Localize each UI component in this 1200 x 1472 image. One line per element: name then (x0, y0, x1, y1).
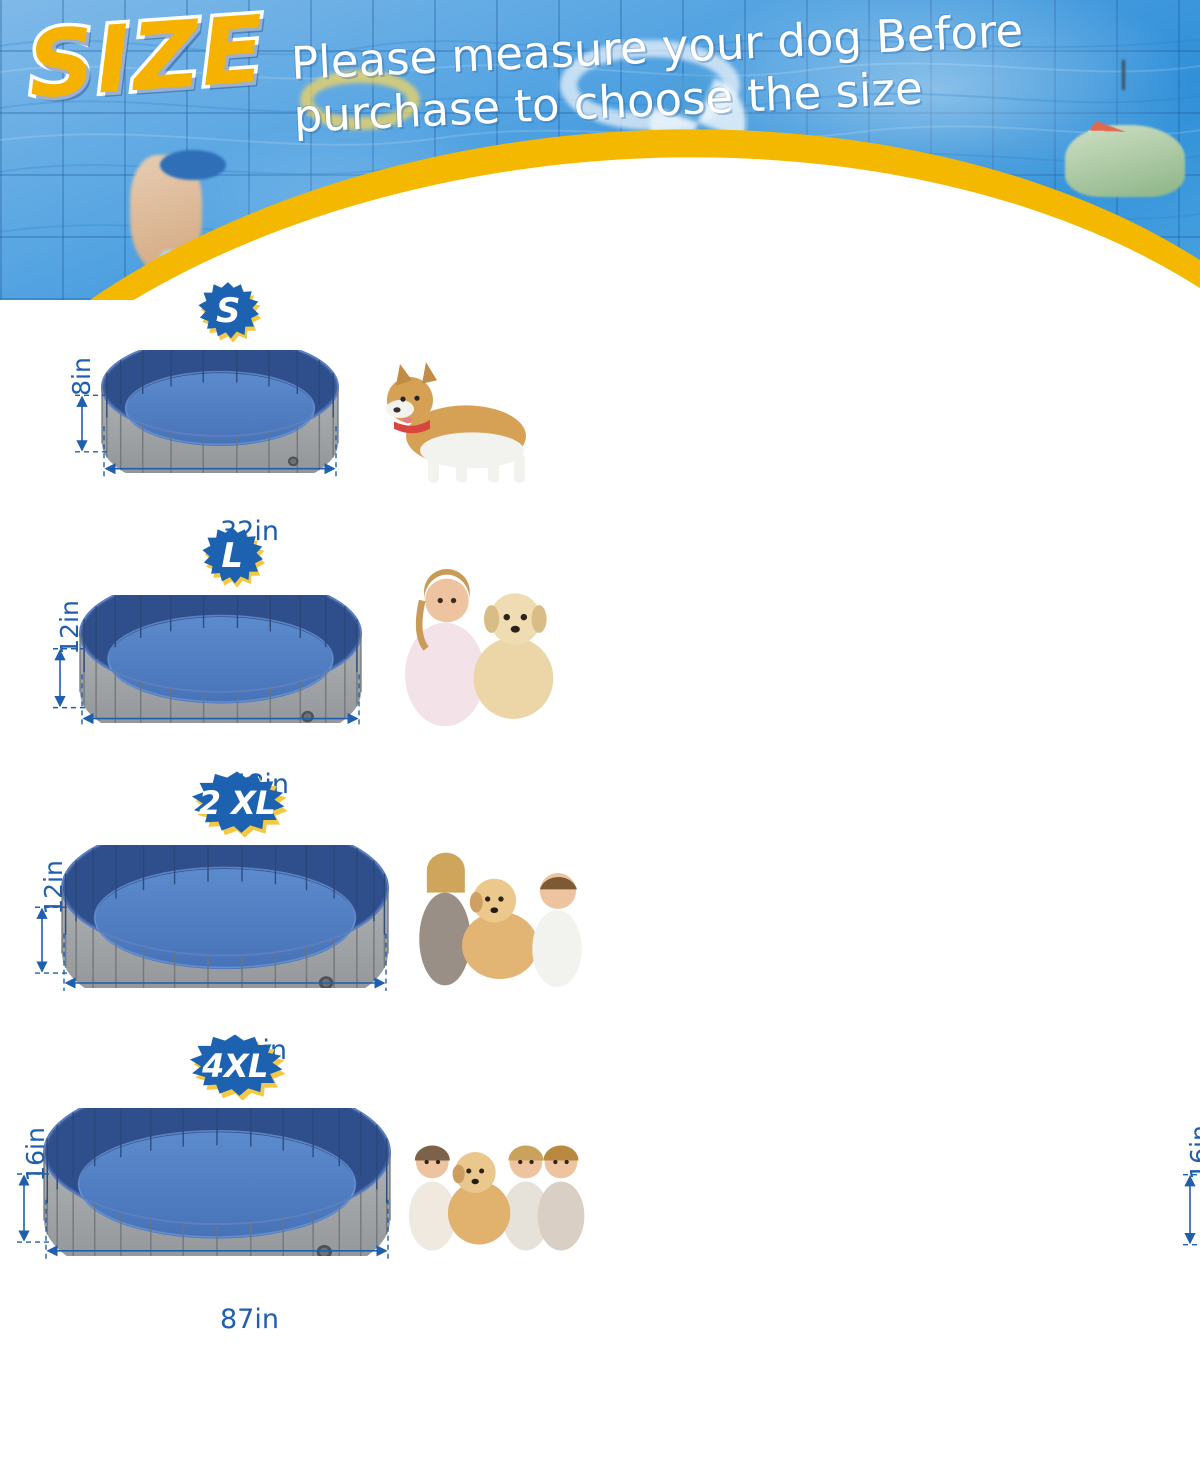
pool-width-label: 87in (220, 1304, 279, 1335)
mother-boy-and-dog-photo (405, 827, 595, 987)
size-badge: 2 XL (182, 767, 292, 839)
size-card-4xl[interactable]: 4XL 16in 87in (0, 1022, 600, 1335)
pool-height-label: 16in (20, 1127, 50, 1182)
size-row: 4XL 16in 87in 5XL16in97in (0, 1022, 1200, 1335)
family-with-golden-retriever-photo (405, 1102, 600, 1252)
size-badge: S (192, 278, 264, 344)
pool-illustration (60, 845, 390, 988)
badge-starburst-icon (192, 278, 264, 344)
header-banner: SIZE Please measure your dog Before purc… (0, 0, 1200, 300)
size-row: L12in48inXL12in63in (0, 507, 1200, 800)
dimension-lines (600, 252, 1200, 507)
badge-starburst-icon (180, 1030, 290, 1102)
size-card-s[interactable]: S 8in 32in (0, 252, 600, 547)
girl-with-puppy-photo (388, 545, 578, 730)
umbrella-pole-icon (1122, 60, 1125, 90)
size-card-5xl[interactable]: 5XL16in97in (600, 1022, 1200, 1290)
dimension-lines (600, 507, 1200, 757)
size-badge: 4XL (180, 1030, 290, 1102)
size-badge-label: S (216, 291, 241, 331)
dimension-lines (600, 757, 1200, 1022)
pool-illustration (100, 350, 340, 473)
size-card-m[interactable]: M12in40in (600, 252, 1200, 507)
dimension-lines (600, 1022, 1200, 1290)
size-badge-label: L (221, 536, 243, 576)
pool-height-label: 12in (38, 860, 68, 915)
size-badge-label: 4XL (202, 1047, 268, 1085)
size-card-xl[interactable]: XL12in63in (600, 507, 1200, 757)
size-card-2xl[interactable]: 2 XL12in71in (0, 757, 600, 1066)
pool-height-label: 12in (54, 600, 84, 655)
corgi-dog-photo (362, 310, 562, 490)
size-badge-label: 2 XL (198, 784, 276, 822)
size-row: S8in32inM12in40in (0, 252, 1200, 547)
size-card-3xl[interactable]: 3XL16in79in (600, 757, 1200, 1022)
pool-illustration (78, 595, 363, 723)
pool-height-label: 16in (1184, 1125, 1200, 1180)
size-badge: L (196, 523, 268, 589)
badge-starburst-icon (196, 523, 268, 589)
pool-height-label: 8in (66, 357, 96, 396)
toy-boat-icon (1065, 125, 1185, 197)
size-title: SIZE (21, 0, 273, 123)
inflatable-float-band-icon (160, 150, 226, 180)
badge-starburst-icon (182, 767, 292, 839)
size-card-l[interactable]: L12in48in (0, 507, 600, 800)
size-grid: S8in32inM12in40inL12in48inXL12in63in2 XL… (0, 252, 1200, 1335)
size-row: 2 XL12in71in3XL16in79in (0, 757, 1200, 1066)
pool-illustration (42, 1108, 392, 1256)
